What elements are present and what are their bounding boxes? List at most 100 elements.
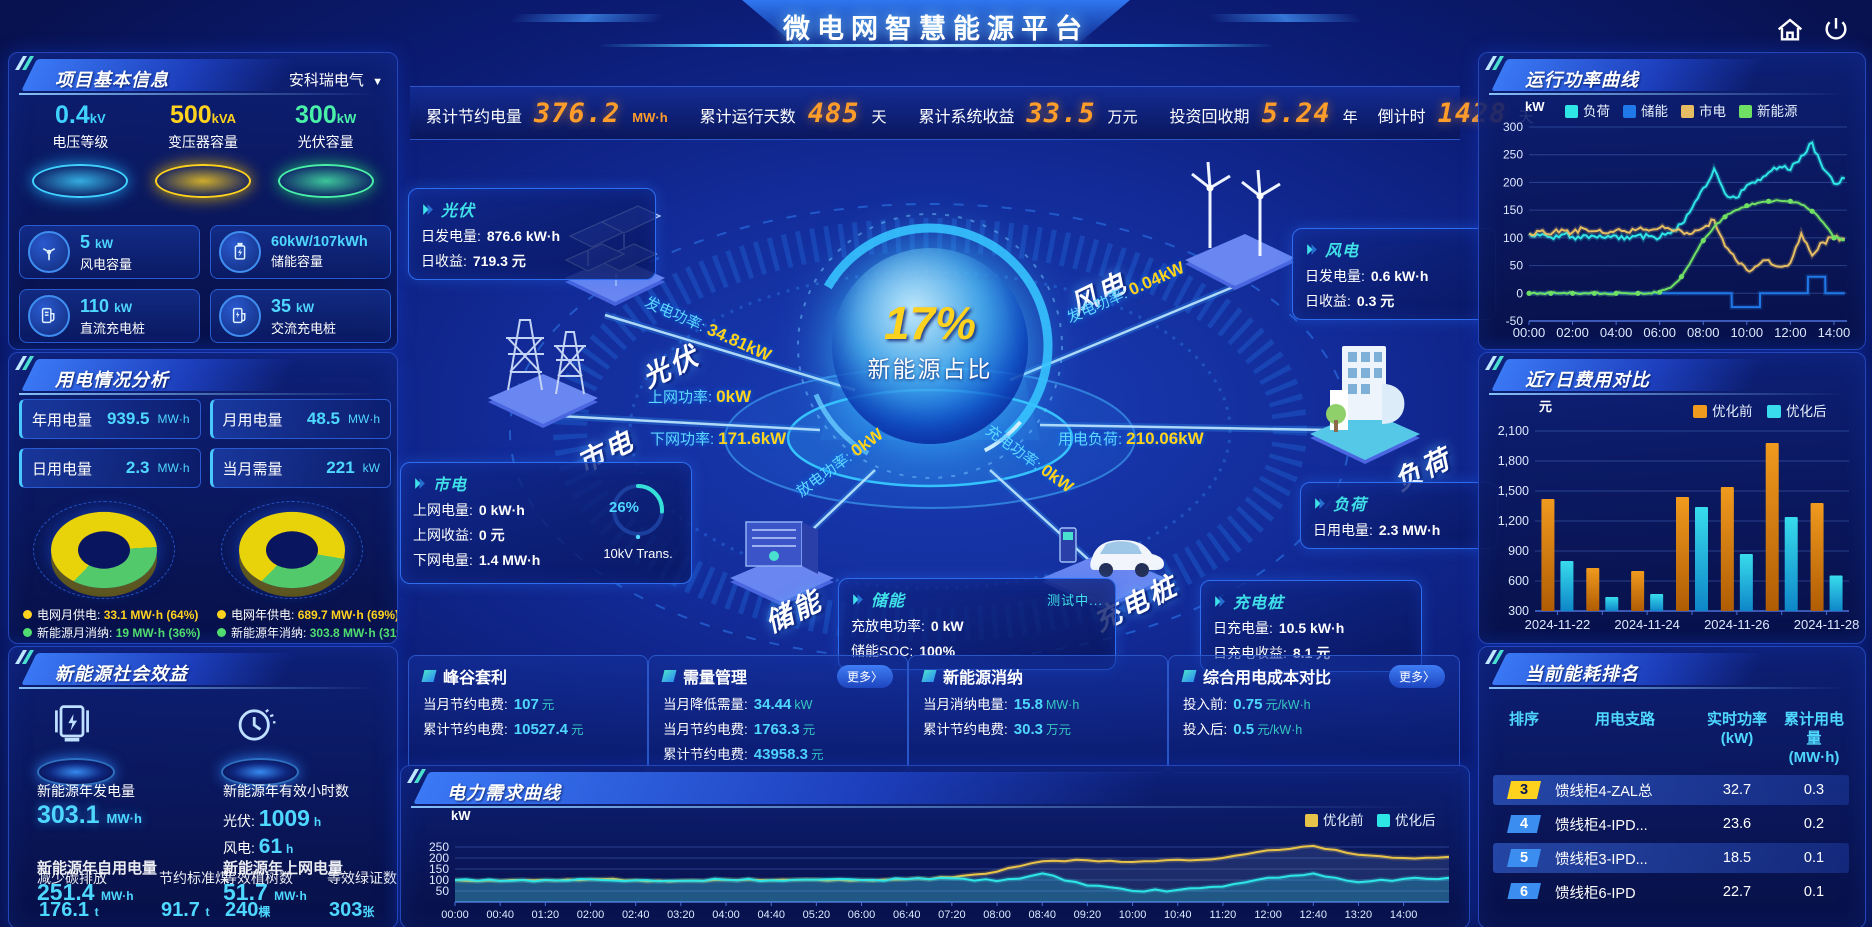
kpi-label: 累计运行天数 [699,108,796,126]
stat-day-usage: 日用电量 2.3 MW·h [19,448,201,488]
panel-title: 近7日费用对比 [1525,370,1651,390]
card-bullet-icon [661,670,677,682]
storage-status: 测试中... [1047,592,1103,608]
card-title: 风电 [1325,243,1360,260]
pv-card: 光伏 日发电量: 876.6 kW·h 日收益: 719.3 元 [408,188,656,280]
ac-charger-icon [219,295,261,337]
load-node-icon[interactable] [1290,328,1440,473]
svg-text:04:00: 04:00 [1600,325,1633,340]
renewable-share-label: 新能源占比 [867,356,993,382]
table-row[interactable]: 6 馈线柜6-IPD 22.7 0.1 [1493,877,1849,899]
grid-card: 市电 上网电量: 0 kW·h 上网收益: 0 元 下网电量: 1.4 MW·h 26… [400,462,692,584]
svg-text:05:20: 05:20 [803,909,831,921]
table-row[interactable]: 5 馈线柜3-IPD... 18.5 0.1 [1493,843,1849,873]
svg-text:02:40: 02:40 [622,909,650,921]
generation-icon [37,701,115,786]
svg-text:01:20: 01:20 [532,909,560,921]
storage-node-icon[interactable] [712,498,852,613]
svg-text:08:00: 08:00 [1687,325,1720,340]
more-button[interactable]: 更多〉 [1388,664,1445,688]
svg-text:04:00: 04:00 [712,909,740,921]
panel-header: 用电情况分析 [15,356,389,395]
kpi-value: 5.24 [1261,97,1331,129]
corner-icon [1483,648,1505,671]
card-title: 光伏 [441,203,476,220]
svg-text:kW: kW [451,808,471,823]
svg-text:0: 0 [1516,286,1523,300]
svg-text:50: 50 [1510,259,1524,273]
self-use-label: 新能源年自用电量 [37,860,158,877]
panel-title: 运行功率曲线 [1525,70,1639,90]
export-value: 51.7 MW·h [223,879,307,905]
card-row: 日发电量: 0.6 kW·h [1305,268,1429,284]
sphere-ring [797,213,1063,479]
svg-text:600: 600 [1508,574,1529,588]
grid-node-icon[interactable] [468,298,618,438]
flow-import-power: 下网功率: 171.6kW [650,429,787,448]
card-title: 充电桩 [1233,595,1285,612]
svg-text:12:00: 12:00 [1254,909,1282,921]
gauge-arc [612,484,664,540]
kpi-run-days: 累计运行天数 485 天 [684,98,903,129]
wind-hours: 风电: 61 h [223,835,294,858]
wind-node-icon[interactable] [1150,148,1320,303]
svg-text:市电: 市电 [1699,103,1726,119]
kpi-value: 485 [807,97,860,129]
home-icon[interactable] [1774,14,1808,48]
power-icon[interactable] [1820,14,1854,48]
battery-icon [219,231,261,273]
capacity-pedestals: 0.4kV 电压等级 500kVA 变压器容量 300kW 光伏容量 [19,101,387,198]
card-peak-valley: 峰谷套利 当月节约电费: 107 元 累计节约电费: 10527.4 元 [408,655,648,773]
svg-text:1,500: 1,500 [1498,484,1529,498]
svg-text:08:00: 08:00 [983,909,1011,921]
hours-icon [221,701,299,786]
table-row[interactable]: 4 馈线柜4-IPD... 23.6 0.2 [1493,809,1849,839]
card-row: 日用电量: 2.3 MW·h [1313,522,1441,538]
card-row: 日收益: 719.3 元 [421,253,526,269]
co2-label: 减少碳排放 [37,870,107,886]
svg-text:200: 200 [1503,175,1523,189]
stat-month-usage: 月用电量 48.5 MW·h [209,399,391,439]
svg-text:14:00: 14:00 [1390,909,1418,921]
kpi-unit: 天 [871,108,887,126]
pv-hours: 光伏: 1009 h [223,805,322,831]
glow-ring [32,164,129,198]
svg-text:1,800: 1,800 [1498,454,1529,468]
certs-value: 303张 [329,899,375,921]
kpi-saved-energy: 累计节约电量 376.2 MW·h [410,98,684,129]
stat-wind-capacity: 5 kW 风电容量 [19,225,200,279]
svg-text:kW: kW [1525,99,1545,114]
panel-title: 新能源社会效益 [55,664,188,684]
chevron-down-icon: ▼ [372,76,383,88]
card-row: 日发电量: 876.6 kW·h [421,228,561,244]
corner-icon [13,354,35,377]
kpi-bar: 累计节约电量 376.2 MW·h 累计运行天数 485 天 累计系统收益 33… [410,86,1534,140]
year-donut-chart [217,491,367,603]
wind-card: 风电 日发电量: 0.6 kW·h 日收益: 0.3 元 [1292,228,1496,320]
gauge-label: 10kV Trans. [603,546,673,561]
card-row: 日充电量: 10.5 kW·h [1213,620,1345,636]
panel-project-info: 项目基本信息 安科瑞电气 ▼ 0.4kV 电压等级 500kVA 变压器容量 3… [8,52,398,350]
panel-header: 运行功率曲线 [1485,56,1857,95]
svg-text:06:00: 06:00 [1643,325,1676,340]
svg-text:09:20: 09:20 [1074,909,1102,921]
export-label: 新能源年上网电量 [223,860,344,877]
stat-dc-charger: 110 kW 直流充电桩 [19,289,200,343]
svg-text:负荷: 负荷 [1583,104,1610,119]
svg-text:00:40: 00:40 [486,909,514,921]
glow-ring [154,164,251,198]
panel-header: 近7日费用对比 [1485,356,1857,395]
panel-usage-analysis: 用电情况分析 年用电量 939.5 MW·h 月用电量 48.5 MW·h 日用电量 2.… [8,352,398,644]
gauge-percent: 26% [608,499,640,516]
usage-stats: 年用电量 939.5 MW·h 月用电量 48.5 MW·h 日用电量 2.3 MW·h 当… [19,399,391,488]
more-button[interactable]: 更多〉 [836,664,893,688]
demand-chart: 50 100 150 200 250 kW 00:00 00:40 01:20 02:00 02:4… [409,806,1461,924]
table-row[interactable]: 3 馈线柜4-ZAL总 32.7 0.3 [1493,775,1849,805]
company-select[interactable]: 安科瑞电气 ▼ [289,69,383,90]
kpi-unit: MW·h [632,109,668,125]
card-demand-mgmt: 需量管理 更多〉 当月降低需量: 34.44 kW 当月节约电费: 1763.3 元 累… [648,655,908,773]
svg-text:50: 50 [436,884,450,898]
card-renewable-absorb: 新能源消纳 当月消纳电量: 15.8 MW·h 累计节约电费: 30.3 万元 [908,655,1168,773]
company-name: 安科瑞电气 [288,72,364,89]
